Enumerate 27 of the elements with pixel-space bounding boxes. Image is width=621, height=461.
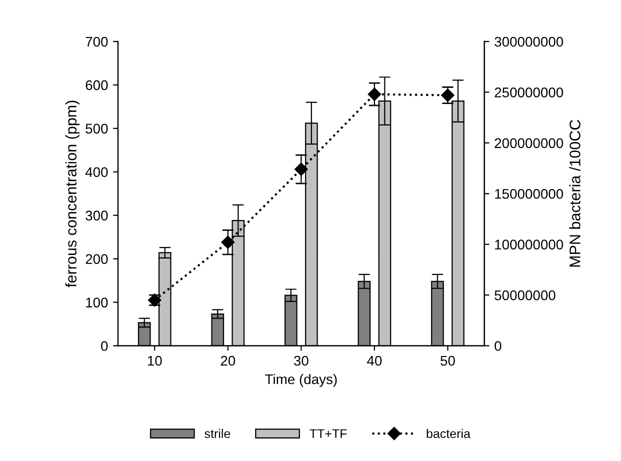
y-tick-label: 200 <box>86 254 108 264</box>
y2-tick-label: 300000000 <box>494 36 564 47</box>
y2-tick-label: 250000000 <box>494 88 564 98</box>
y-axis-title: ferrous concentration (ppm) <box>65 100 80 288</box>
x-tick-label: 50 <box>440 356 455 366</box>
y2-tick-label: 50000000 <box>494 290 556 300</box>
y2-tick-label: 150000000 <box>495 188 564 199</box>
legend-label: strile <box>204 428 230 438</box>
y-tick-label: 500 <box>86 124 108 134</box>
y2-tick-label: 200000000 <box>494 138 564 148</box>
y-tick-label: 300 <box>86 210 108 221</box>
point <box>368 88 382 101</box>
x-tick-label: 10 <box>148 356 162 366</box>
y2-tick-label: 100000000 <box>495 240 564 250</box>
y-tick-label: 700 <box>86 36 108 47</box>
y-tick-label: 600 <box>86 80 108 90</box>
x-axis-title: Time (days) <box>265 374 337 387</box>
y-tick-label: 100 <box>86 298 108 308</box>
x-tick-label: 20 <box>220 356 236 366</box>
y-tick-label: 400 <box>85 167 108 178</box>
legend-label: bacteria <box>426 428 470 438</box>
legend-label: TT+TF <box>310 429 347 438</box>
x-tick-label: 30 <box>294 356 308 366</box>
y2-axis-title: MPN bacteria /100CC <box>569 120 580 267</box>
y2-tick-label: 0 <box>494 341 502 351</box>
y-tick-label: 0 <box>101 341 108 351</box>
x-tick-label: 40 <box>367 356 382 366</box>
